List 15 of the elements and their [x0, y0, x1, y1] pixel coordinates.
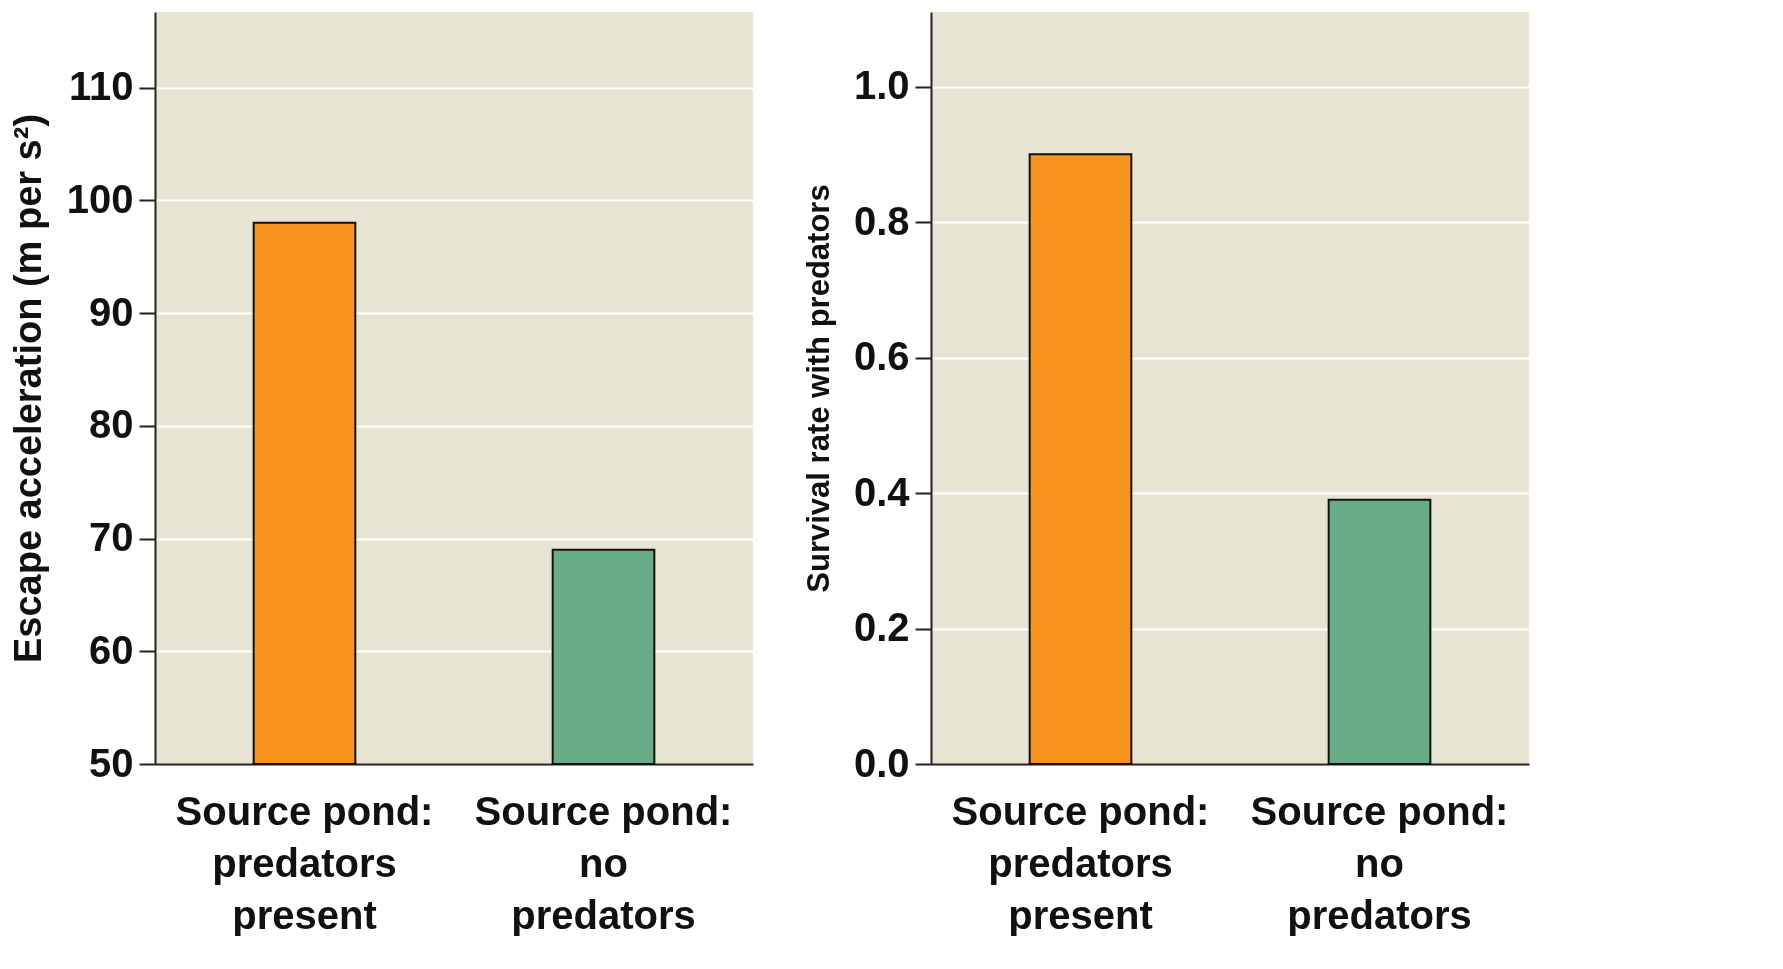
y-axis-title: Survival rate with predators	[800, 184, 836, 593]
y-tick-label: 0.2	[853, 605, 910, 649]
y-tick-label: 110	[68, 64, 134, 109]
y-tick-label: 70	[89, 515, 134, 560]
y-tick-label: 1.0	[853, 63, 910, 108]
y-tick-label: 50	[89, 740, 134, 785]
y-tick-label: 100	[66, 176, 134, 221]
y-tick-label: 60	[89, 627, 134, 672]
y-tick-label: 0.4	[853, 469, 911, 514]
y-tick-label: 0.0	[853, 740, 910, 785]
y-tick-label: 0.8	[853, 198, 910, 243]
y-tick-label: 0.6	[853, 334, 910, 379]
y-tick-label: 90	[89, 289, 134, 334]
y-tick-label: 80	[89, 402, 134, 447]
y-axis-title: Escape acceleration (m per s²)	[6, 113, 49, 664]
